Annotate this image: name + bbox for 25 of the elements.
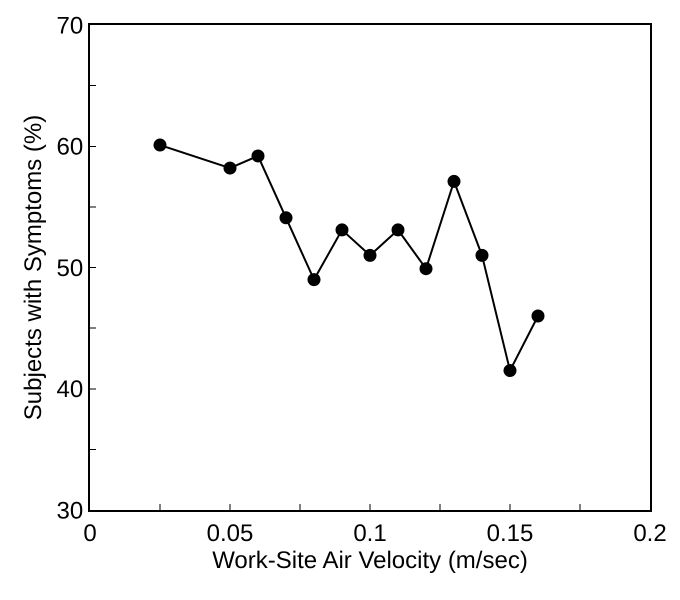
point bbox=[280, 211, 292, 224]
point bbox=[154, 138, 166, 152]
x-tick-label: 0.15 bbox=[486, 520, 534, 547]
point bbox=[392, 223, 404, 236]
y-tick-label: 40 bbox=[56, 376, 84, 404]
y-tick-label: 70 bbox=[56, 12, 84, 40]
point bbox=[252, 149, 264, 162]
point bbox=[308, 273, 320, 286]
y-tick-label: 30 bbox=[56, 497, 84, 524]
y-tick-label: 50 bbox=[56, 254, 84, 282]
point bbox=[476, 248, 488, 262]
point bbox=[448, 174, 460, 188]
y-tick-label: 60 bbox=[56, 134, 84, 161]
point bbox=[224, 162, 236, 175]
x-tick-label: 0.1 bbox=[353, 520, 387, 547]
y-axis-title: Subjects with Symptoms (%) bbox=[20, 114, 48, 420]
point bbox=[532, 310, 544, 322]
point bbox=[336, 223, 348, 236]
x-tick-label: 0.2 bbox=[633, 520, 667, 547]
point bbox=[420, 262, 432, 276]
x-tick-label: 0.05 bbox=[206, 520, 254, 547]
x-axis-title: Work-Site Air Velocity (m/sec) bbox=[212, 546, 528, 574]
x-tick-label: 0 bbox=[83, 520, 97, 547]
point bbox=[504, 364, 516, 378]
point bbox=[364, 248, 376, 262]
